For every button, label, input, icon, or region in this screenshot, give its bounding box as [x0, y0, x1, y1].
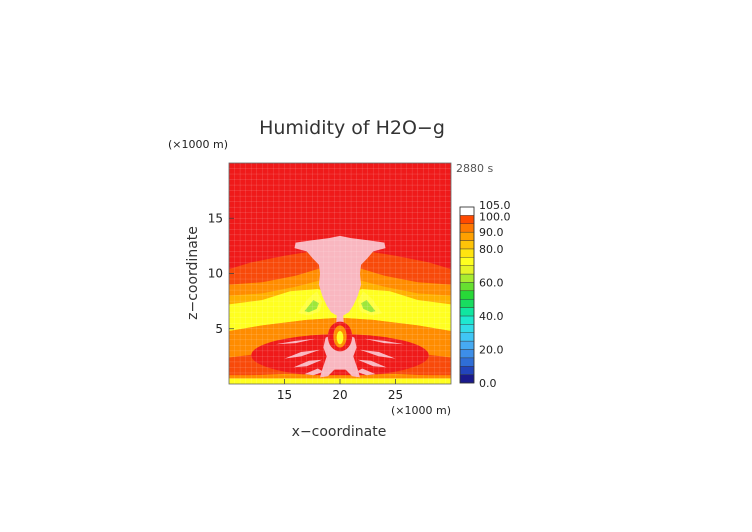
colorbar-label: 105.0 — [479, 199, 511, 212]
colorbar-band — [459, 332, 475, 342]
y-unit-label: (×1000 m) — [168, 138, 228, 151]
colorbar-label: 80.0 — [479, 243, 504, 256]
chart-title: Humidity of H2O−g — [259, 117, 445, 139]
colorbar-band — [459, 273, 475, 283]
colorbar-band — [459, 223, 475, 233]
colorbar-frame — [459, 206, 475, 384]
field-saturated-fragment-8 — [364, 338, 405, 345]
field-saturated-fragment-6 — [356, 368, 376, 376]
colorbar-label: 90.0 — [479, 226, 504, 239]
field-saturated-fragment-5 — [357, 359, 387, 368]
field-green-left — [304, 300, 319, 313]
field-saturated-fragment-1 — [284, 349, 320, 359]
field-green-right — [361, 300, 376, 313]
field-bottom-orange — [229, 375, 451, 379]
colorbar-band — [459, 357, 475, 367]
field-saturated-fragment-4 — [360, 349, 396, 359]
colorbar-band — [459, 206, 475, 216]
colorbar-band — [459, 215, 475, 224]
colorbar-band — [459, 231, 475, 241]
field-core-yellow — [336, 330, 344, 345]
x-axis-label: x−coordinate — [292, 424, 387, 440]
colorbar-band — [459, 315, 475, 325]
colorbar-band — [459, 298, 475, 308]
y-axis-label: z−coordinate — [185, 226, 201, 320]
colorbar-band — [459, 307, 475, 317]
colorbar-label: 0.0 — [479, 377, 497, 390]
colorbar-band — [459, 290, 475, 300]
colorbar-band — [459, 340, 475, 350]
field-saturated-fragment-3 — [304, 368, 324, 376]
y-tick-label: 15 — [208, 211, 223, 225]
colorbar-label: 100.0 — [479, 210, 511, 223]
field-saturated-fragment-7 — [275, 338, 316, 345]
colorbar-band — [459, 282, 475, 292]
x-tick-label: 15 — [277, 388, 292, 402]
y-tick-label: 10 — [208, 267, 223, 281]
field-yellow-lobe-left — [297, 291, 323, 316]
time-label: 2880 s — [456, 162, 493, 175]
colorbar-band — [459, 374, 475, 384]
field-saturated-plume — [294, 235, 386, 378]
colorbar-band — [459, 265, 475, 275]
x-unit-label: (×1000 m) — [391, 404, 451, 417]
colorbar-band — [459, 257, 475, 266]
colorbar-band — [459, 324, 475, 333]
colorbar-band — [459, 248, 475, 258]
colorbar-band — [459, 349, 475, 359]
colorbar-label: 60.0 — [479, 276, 504, 289]
x-ticks: 15 20 25 — [277, 379, 403, 402]
colorbar-band — [459, 366, 475, 375]
field-saturated-fragment-2 — [293, 359, 323, 368]
y-ticks: 5 10 15 — [208, 211, 234, 336]
heatmap-field — [229, 163, 451, 384]
x-tick-label: 25 — [388, 388, 403, 402]
x-tick-label: 20 — [332, 388, 347, 402]
field-yellow-lobe-right — [357, 291, 383, 316]
y-tick-label: 5 — [215, 322, 223, 336]
grid-lines — [228, 162, 452, 385]
colorbar-label: 40.0 — [479, 310, 504, 323]
colorbar-band — [459, 240, 475, 250]
colorbar-label: 20.0 — [479, 343, 504, 356]
